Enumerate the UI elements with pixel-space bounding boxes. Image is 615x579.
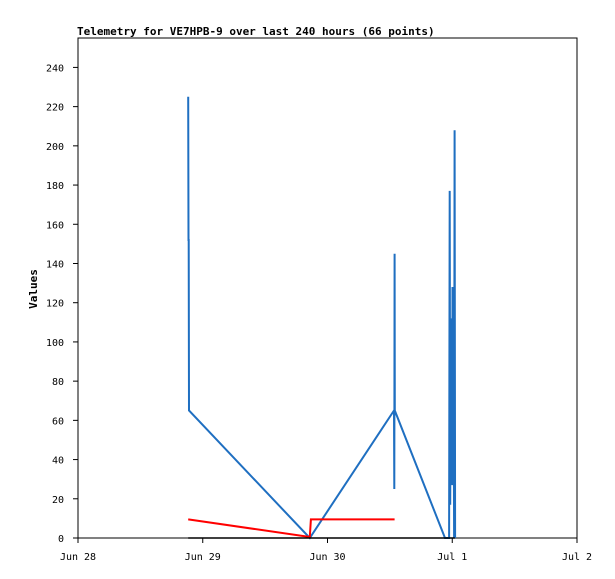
y-tick-label: 20 [52,495,64,506]
x-tick-label: Jun 29 [185,552,221,563]
series-layer [187,96,457,540]
x-tick-label: Jun 30 [309,552,345,563]
x-tick-label: Jul 1 [437,552,467,563]
y-axis: 0 20 40 60 80 100 120 140 160 180 200 220 240 [46,63,78,545]
y-tick-label: 140 [46,259,64,270]
x-tick-label: Jun 28 [60,552,96,563]
y-tick-label: 220 [46,103,64,114]
y-tick-label: 60 [52,416,64,427]
y-tick-label: 0 [58,534,64,545]
x-axis: Jun 28 Jun 29 Jun 30 Jul 1 Jul 2 [60,538,592,563]
series-line-1 [187,96,457,540]
y-tick-label: 80 [52,377,64,388]
y-tick-label: 160 [46,220,64,231]
y-tick-label: 180 [46,181,64,192]
series-line-2 [188,518,395,539]
y-tick-label: 120 [46,299,64,310]
y-tick-label: 240 [46,63,64,74]
y-tick-label: 200 [46,142,64,153]
y-axis-label: Values [27,269,40,309]
y-tick-label: 100 [46,338,64,349]
x-tick-label: Jul 2 [562,552,592,563]
plot-area-frame [77,37,578,539]
y-tick-label: 40 [52,456,64,467]
chart-title: Telemetry for VE7HPB-9 over last 240 hou… [77,25,435,38]
